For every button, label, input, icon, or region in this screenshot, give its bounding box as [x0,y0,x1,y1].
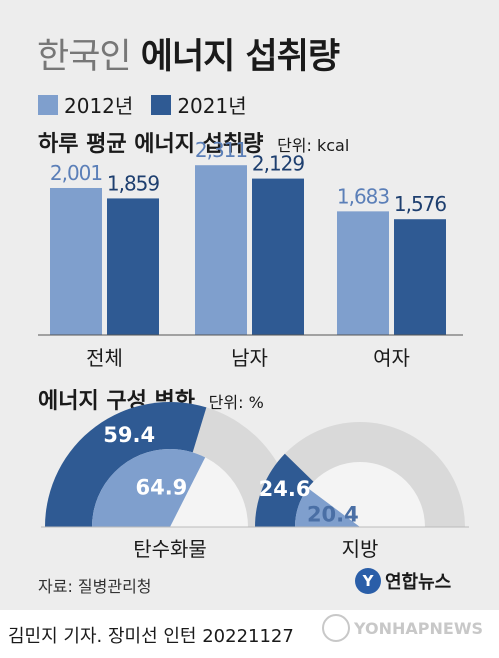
bar-2-1 [394,219,446,335]
bar-value-label: 2,311 [195,138,247,162]
legend-swatch-2012 [38,94,58,115]
category-label: 여자 [373,346,410,370]
logo-mark-icon: Y [355,568,381,594]
legend: 2012년 2021년 [38,90,247,119]
gauge-inner-0 [92,449,206,527]
logo-text: 연합뉴스 [385,572,452,593]
bar-section-title: 하루 평균 에너지 섭취량 단위: kcal [38,126,349,158]
bar-value-label: 2,129 [252,152,305,176]
bar-value-label: 2,001 [50,161,102,185]
bar-0-0 [50,187,102,335]
bar-value-label: 1,859 [107,171,160,195]
bar-0-1 [107,198,159,335]
bar-1-1 [252,178,304,335]
legend-item-2021: 2021년 [151,90,247,119]
bar-unit: 단위: kcal [277,136,350,155]
watermark-icon [322,614,350,642]
bar-2-0 [337,211,389,335]
gauge-label: 지방 [342,537,379,561]
watermark-text: YONHAPNEWS [354,618,483,638]
gauge-section-title: 에너지 구성 변화 단위: % [38,383,264,415]
title-bold: 에너지 섭취량 [140,37,340,77]
category-label: 전체 [86,346,123,370]
page-title: 한국인 에너지 섭취량 [37,28,340,79]
legend-label-2012: 2012년 [64,94,134,118]
legend-swatch-2021 [151,94,172,115]
bar-value-label: 1,683 [337,184,390,208]
gauge-label: 탄수화물 [133,537,207,561]
bar-value-label: 1,576 [394,192,447,216]
category-label: 남자 [231,346,268,370]
gauge-unit: 단위: % [208,393,264,412]
legend-item-2012: 2012년 [38,90,133,119]
source-text: 자료: 질병관리청 [38,577,152,596]
legend-label-2021: 2021년 [177,94,247,118]
gauge-outer-value: 24.6 [259,477,311,501]
title-light: 한국인 [37,37,132,77]
bar-1-0 [195,165,247,335]
yonhap-logo: Y 연합뉴스 [355,568,451,594]
footer-credit: 김민지 기자. 장미선 인턴 20221127 [8,626,294,647]
watermark: YONHAPNEWS [322,614,483,642]
gauge-inner-1 [295,488,360,527]
gauge-inner-value: 64.9 [135,476,187,500]
gauge-inner-value: 20.4 [307,503,359,527]
bar-title: 하루 평균 에너지 섭취량 [38,132,264,157]
gauge-outer-value: 59.4 [103,423,155,447]
